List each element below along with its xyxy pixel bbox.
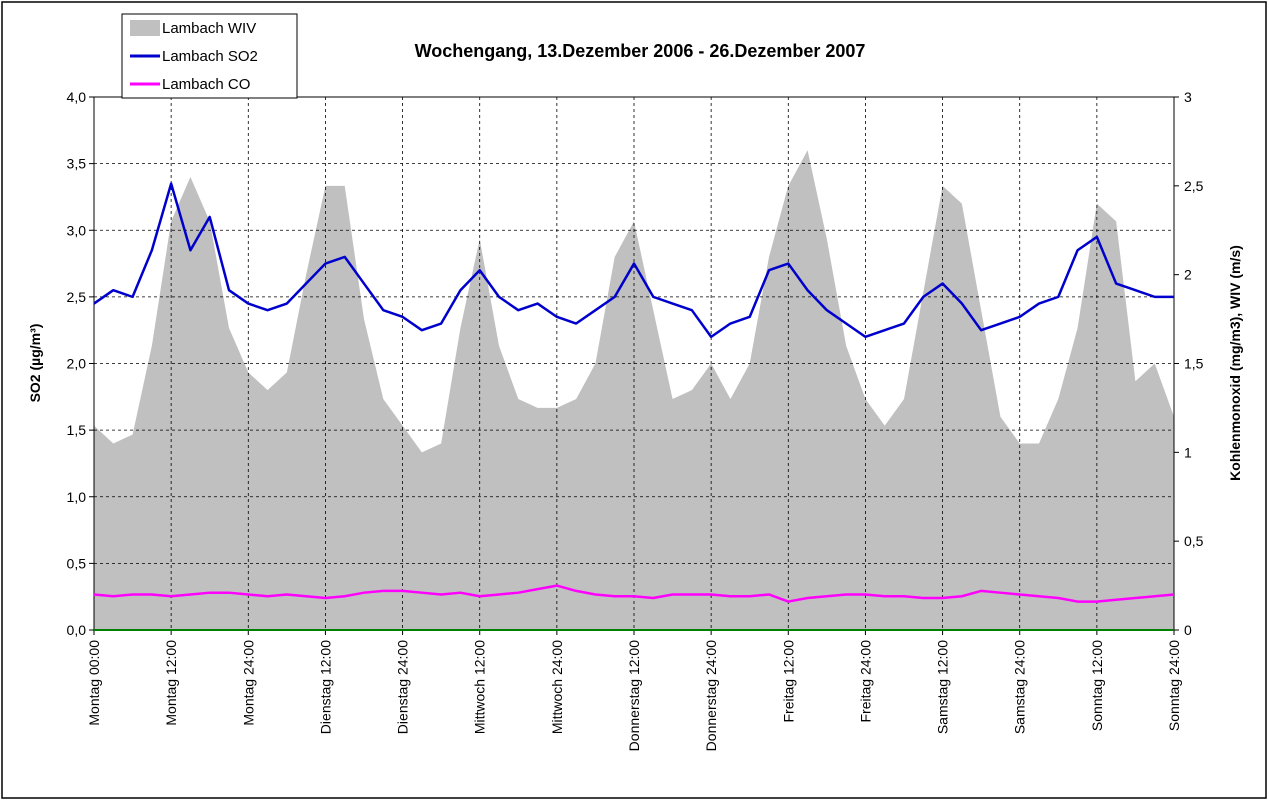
y2-tick-label: 3 xyxy=(1184,89,1192,105)
area xyxy=(94,150,1174,631)
x-tick-label: Samstag 24:00 xyxy=(1012,640,1028,734)
y-axis-label: SO2 (µg/m³) xyxy=(27,324,43,403)
y-tick-label: 0,5 xyxy=(67,555,87,571)
legend-label: Lambach WIV xyxy=(162,20,256,37)
y2-tick-label: 2 xyxy=(1184,267,1192,283)
x-tick-label: Sonntag 12:00 xyxy=(1089,640,1105,731)
y2-tick-label: 1,5 xyxy=(1184,356,1204,372)
x-tick-label: Donnerstag 12:00 xyxy=(626,640,642,752)
y2-tick-label: 2,5 xyxy=(1184,178,1204,194)
y2-axis-label: Kohlenmonoxid (mg/m3), WIV (m/s) xyxy=(1227,245,1243,481)
legend-swatch xyxy=(130,20,160,36)
y-tick-label: 3,0 xyxy=(67,222,87,238)
chart-title: Wochengang, 13.Dezember 2006 - 26.Dezemb… xyxy=(415,41,866,61)
x-tick-label: Montag 12:00 xyxy=(163,640,179,726)
y2-tick-label: 0,5 xyxy=(1184,533,1204,549)
y2-tick-label: 0 xyxy=(1184,622,1192,638)
y-tick-label: 3,5 xyxy=(67,156,87,172)
x-tick-label: Freitag 12:00 xyxy=(780,640,796,723)
y2-tick-label: 1 xyxy=(1184,444,1192,460)
x-tick-label: Sonntag 24:00 xyxy=(1166,640,1182,731)
legend-label: Lambach SO2 xyxy=(162,48,258,65)
x-tick-label: Montag 24:00 xyxy=(240,640,256,726)
line xyxy=(93,182,1174,339)
y-tick-label: 2,0 xyxy=(67,356,87,372)
x-tick-label: Freitag 24:00 xyxy=(857,640,873,723)
x-tick-label: Samstag 12:00 xyxy=(935,640,951,734)
line xyxy=(93,584,1175,603)
x-tick-label: Donnerstag 24:00 xyxy=(703,640,719,752)
x-tick-label: Montag 00:00 xyxy=(86,640,102,726)
legend-label: Lambach CO xyxy=(162,76,250,93)
x-tick-label: Dienstag 24:00 xyxy=(395,640,411,734)
x-tick-label: Mittwoch 12:00 xyxy=(472,640,488,734)
y-tick-label: 1,0 xyxy=(67,489,87,505)
x-tick-label: Dienstag 12:00 xyxy=(317,640,333,734)
y-tick-label: 1,5 xyxy=(67,422,87,438)
y-tick-label: 0,0 xyxy=(67,622,87,638)
x-tick-label: Mittwoch 24:00 xyxy=(549,640,565,734)
y-tick-label: 4,0 xyxy=(67,89,87,105)
y-tick-label: 2,5 xyxy=(67,289,87,305)
